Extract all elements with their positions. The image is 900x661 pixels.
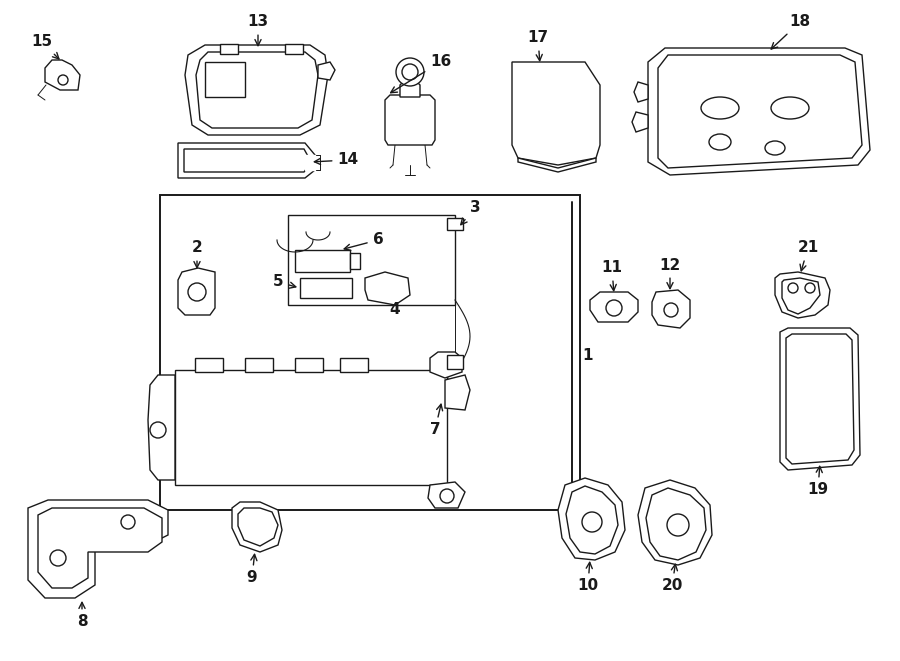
Polygon shape xyxy=(38,508,162,588)
Circle shape xyxy=(667,514,689,536)
Ellipse shape xyxy=(709,134,731,150)
Polygon shape xyxy=(518,158,596,172)
Polygon shape xyxy=(780,328,860,470)
Polygon shape xyxy=(28,500,168,598)
Circle shape xyxy=(788,283,798,293)
Circle shape xyxy=(58,75,68,85)
Polygon shape xyxy=(512,62,600,165)
Bar xyxy=(288,215,455,305)
Bar xyxy=(295,358,323,372)
Circle shape xyxy=(396,58,424,86)
Polygon shape xyxy=(318,62,335,80)
Polygon shape xyxy=(634,82,648,102)
Polygon shape xyxy=(638,480,712,565)
Bar xyxy=(220,44,238,54)
Polygon shape xyxy=(782,278,820,314)
Bar xyxy=(300,278,352,298)
Bar xyxy=(350,253,360,269)
Polygon shape xyxy=(652,290,690,328)
Ellipse shape xyxy=(701,97,739,119)
Ellipse shape xyxy=(765,141,785,155)
Bar xyxy=(245,358,273,372)
Polygon shape xyxy=(658,55,862,168)
Polygon shape xyxy=(558,478,625,560)
Circle shape xyxy=(121,515,135,529)
Polygon shape xyxy=(178,143,315,178)
Text: 19: 19 xyxy=(807,466,829,498)
Text: 6: 6 xyxy=(344,233,383,251)
Polygon shape xyxy=(45,60,80,90)
Text: 18: 18 xyxy=(771,15,811,49)
Circle shape xyxy=(582,512,602,532)
Text: 9: 9 xyxy=(247,555,257,586)
Circle shape xyxy=(150,422,166,438)
Polygon shape xyxy=(178,268,215,315)
Polygon shape xyxy=(385,95,435,145)
Bar xyxy=(160,195,580,510)
Bar xyxy=(340,358,368,372)
Text: 16: 16 xyxy=(391,54,451,93)
Polygon shape xyxy=(238,508,278,546)
Bar xyxy=(285,44,303,54)
Text: 5: 5 xyxy=(273,274,296,290)
Polygon shape xyxy=(148,375,175,480)
Text: 14: 14 xyxy=(314,153,358,167)
Text: 3: 3 xyxy=(461,200,481,225)
Bar xyxy=(447,355,463,369)
Text: 4: 4 xyxy=(390,303,400,317)
Bar xyxy=(195,358,223,372)
Circle shape xyxy=(440,489,454,503)
Text: 20: 20 xyxy=(662,564,683,594)
Polygon shape xyxy=(184,149,309,172)
Text: 8: 8 xyxy=(76,602,87,629)
Polygon shape xyxy=(775,272,830,318)
Circle shape xyxy=(188,283,206,301)
Polygon shape xyxy=(400,80,420,97)
Text: 7: 7 xyxy=(429,405,443,438)
Circle shape xyxy=(664,303,678,317)
Polygon shape xyxy=(305,155,315,170)
Polygon shape xyxy=(566,486,618,554)
Polygon shape xyxy=(590,292,638,322)
Text: 11: 11 xyxy=(601,260,623,291)
Bar xyxy=(205,62,245,97)
Circle shape xyxy=(402,64,418,80)
Circle shape xyxy=(805,283,815,293)
Polygon shape xyxy=(632,112,648,132)
Text: 21: 21 xyxy=(797,241,819,271)
Polygon shape xyxy=(365,272,410,305)
Text: 12: 12 xyxy=(660,258,680,289)
Bar xyxy=(447,218,463,230)
Text: 1: 1 xyxy=(582,348,592,362)
Text: 17: 17 xyxy=(527,30,549,61)
Circle shape xyxy=(50,550,66,566)
Circle shape xyxy=(606,300,622,316)
Polygon shape xyxy=(428,482,465,508)
Polygon shape xyxy=(430,352,462,378)
Text: 15: 15 xyxy=(32,34,58,59)
Text: 13: 13 xyxy=(248,15,268,46)
Polygon shape xyxy=(648,48,870,175)
Polygon shape xyxy=(445,375,470,410)
Polygon shape xyxy=(185,45,328,135)
Text: 2: 2 xyxy=(192,241,202,268)
Ellipse shape xyxy=(771,97,809,119)
Text: 10: 10 xyxy=(578,563,599,594)
Polygon shape xyxy=(646,488,706,560)
Bar xyxy=(175,370,447,485)
Polygon shape xyxy=(786,334,854,464)
Polygon shape xyxy=(196,52,318,128)
Polygon shape xyxy=(232,502,282,552)
Bar xyxy=(295,250,350,272)
